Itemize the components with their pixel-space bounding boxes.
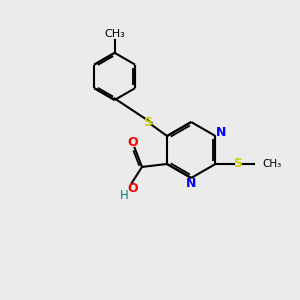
Text: O: O <box>128 182 138 195</box>
Text: O: O <box>128 136 138 149</box>
Text: N: N <box>216 126 226 139</box>
Text: CH₃: CH₃ <box>262 159 282 169</box>
Text: N: N <box>186 177 196 190</box>
Text: S: S <box>143 116 152 129</box>
Text: H: H <box>120 189 129 202</box>
Text: S: S <box>233 158 242 170</box>
Text: CH₃: CH₃ <box>104 29 125 39</box>
